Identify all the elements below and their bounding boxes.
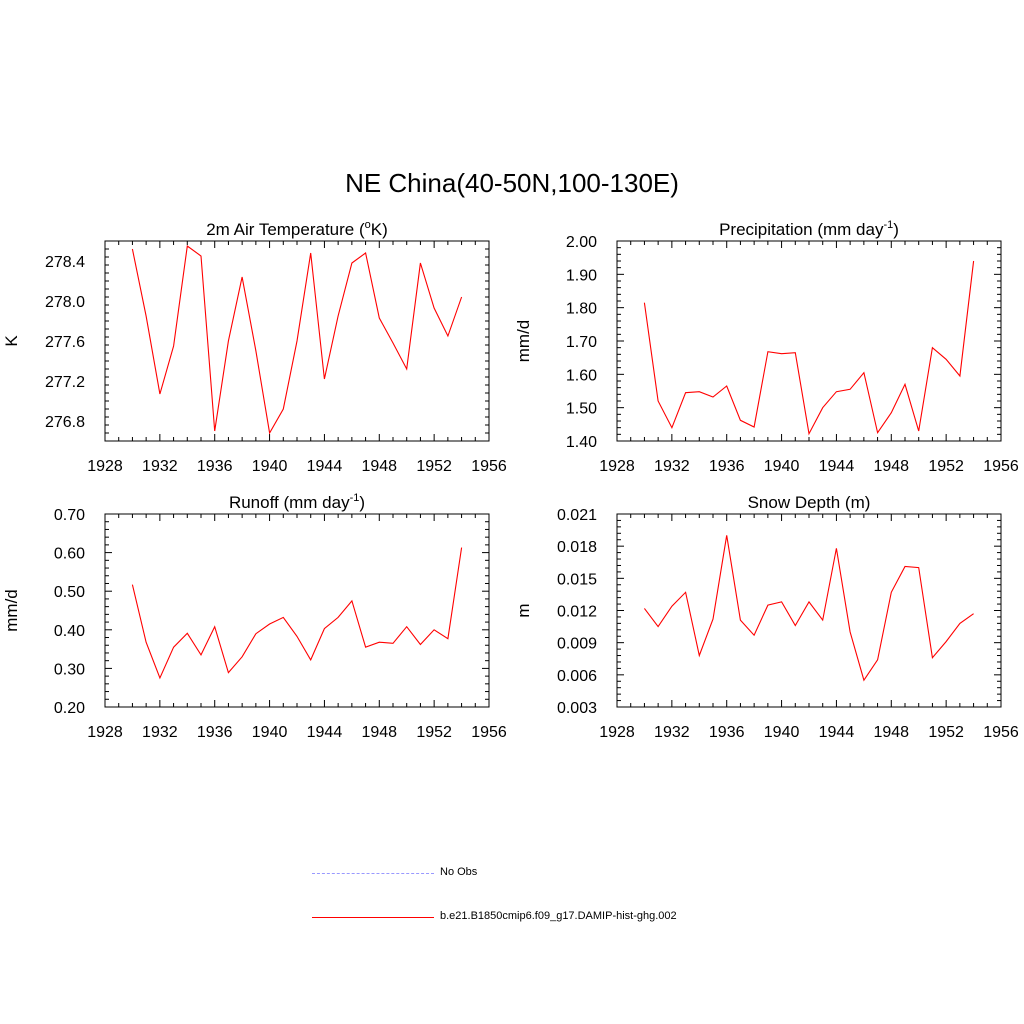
y-tick-label: 1.60: [566, 367, 597, 384]
y-tick-label: 0.006: [557, 668, 597, 685]
plot-frame-snow-depth: [616, 513, 1002, 708]
y-tick-label: 0.50: [54, 584, 85, 601]
panel-precipitation: 1928 1932 1936 1940 1944 1948 1952 1956 1.40 1.50…: [514, 219, 1019, 475]
panel-title-precipitation: Precipitation (mm day-1): [719, 219, 899, 239]
x-tick-label: 1936: [709, 458, 745, 475]
panel-title-text: Snow Depth (m): [748, 493, 871, 512]
series-line-runoff: [131, 547, 463, 680]
y-tick-label: 1.40: [566, 434, 597, 451]
y-axis-label: K: [2, 335, 21, 347]
x-tick-label: 1928: [599, 458, 635, 475]
y-tick-label: 0.003: [557, 700, 597, 717]
x-tick-label: 1932: [654, 458, 690, 475]
figure-title: NE China(40-50N,100-130E): [345, 168, 679, 198]
y-tick-label: 1.50: [566, 401, 597, 418]
x-tick-label: 1936: [197, 724, 233, 741]
panel-title-text: Precipitation (mm day: [719, 220, 884, 239]
panel-title-snow-depth: Snow Depth (m): [748, 493, 871, 512]
x-tick-label: 1948: [361, 458, 397, 475]
x-tick-label: 1948: [361, 724, 397, 741]
y-axis-label: mm/d: [2, 589, 21, 632]
x-tick-label: 1948: [873, 724, 909, 741]
panel-title-suffix: K): [371, 220, 388, 239]
x-tick-label: 1956: [471, 458, 507, 475]
x-tick-label: 1956: [983, 458, 1019, 475]
x-tick-label: 1952: [416, 724, 452, 741]
y-tick-label: 278.4: [45, 254, 85, 271]
x-tick-label: 1944: [819, 458, 855, 475]
y-tick-label: 1.80: [566, 301, 597, 318]
series-line-precipitation: [643, 260, 975, 436]
panel-title-superscript: -1: [350, 492, 360, 504]
panel-temperature: 1928 1932 1936 1940 1944 1948 1952 1956 276.8 277…: [2, 219, 507, 475]
panel-title-suffix: ): [359, 493, 365, 512]
y-tick-label: 0.40: [54, 623, 85, 640]
panel-title-temperature: 2m Air Temperature (oK): [206, 219, 388, 239]
panel-title-runoff: Runoff (mm day-1): [229, 492, 365, 512]
x-tick-label: 1928: [599, 724, 635, 741]
x-tick-label: 1932: [654, 724, 690, 741]
y-tick-label: 0.012: [557, 604, 597, 621]
x-tick-label: 1940: [764, 458, 800, 475]
x-tick-label: 1940: [764, 724, 800, 741]
panel-snow-depth: 1928 1932 1936 1940 1944 1948 1952 1956 0.003 0.0…: [514, 493, 1019, 741]
x-tick-label: 1940: [252, 724, 288, 741]
plot-frame-runoff: [104, 513, 490, 708]
y-tick-label: 0.021: [557, 507, 597, 524]
panel-title-text: 2m Air Temperature (: [206, 220, 365, 239]
x-tick-label: 1936: [709, 724, 745, 741]
y-tick-label: 0.70: [54, 507, 85, 524]
x-tick-label: 1956: [983, 724, 1019, 741]
y-tick-label: 277.6: [45, 334, 85, 351]
panel-title-superscript: -1: [883, 219, 893, 231]
y-axis-label: mm/d: [514, 320, 533, 363]
y-axis-label: m: [514, 603, 533, 617]
series-line-temperature: [131, 245, 463, 435]
x-tick-label: 1932: [142, 724, 178, 741]
x-tick-label: 1944: [819, 724, 855, 741]
x-tick-label: 1956: [471, 724, 507, 741]
x-tick-label: 1928: [87, 724, 123, 741]
plot-frame-precipitation: [616, 240, 1002, 442]
y-tick-label: 1.90: [566, 267, 597, 284]
y-tick-label: 276.8: [45, 414, 85, 431]
y-tick-label: 0.015: [557, 571, 597, 588]
y-tick-label: 0.009: [557, 636, 597, 653]
panel-title-superscript: o: [365, 219, 371, 231]
y-tick-label: 277.2: [45, 374, 85, 391]
x-tick-label: 1932: [142, 458, 178, 475]
x-tick-label: 1928: [87, 458, 123, 475]
series-line-snow-depth: [643, 535, 974, 682]
panel-runoff: 1928 1932 1936 1940 1944 1948 1952 1956 0.20 0.30…: [2, 492, 507, 741]
y-tick-label: 278.0: [45, 294, 85, 311]
y-tick-label: 0.60: [54, 546, 85, 563]
y-tick-label: 2.00: [566, 234, 597, 251]
y-tick-label: 0.20: [54, 700, 85, 717]
y-tick-label: 1.70: [566, 334, 597, 351]
panel-title-text: Runoff (mm day: [229, 493, 350, 512]
x-tick-label: 1952: [416, 458, 452, 475]
x-tick-label: 1952: [928, 458, 964, 475]
x-tick-label: 1940: [252, 458, 288, 475]
y-tick-label: 0.30: [54, 661, 85, 678]
x-tick-label: 1952: [928, 724, 964, 741]
x-tick-label: 1936: [197, 458, 233, 475]
x-tick-label: 1944: [307, 458, 343, 475]
x-tick-label: 1944: [307, 724, 343, 741]
y-tick-label: 0.018: [557, 539, 597, 556]
x-tick-label: 1948: [873, 458, 909, 475]
panel-title-suffix: ): [893, 220, 899, 239]
